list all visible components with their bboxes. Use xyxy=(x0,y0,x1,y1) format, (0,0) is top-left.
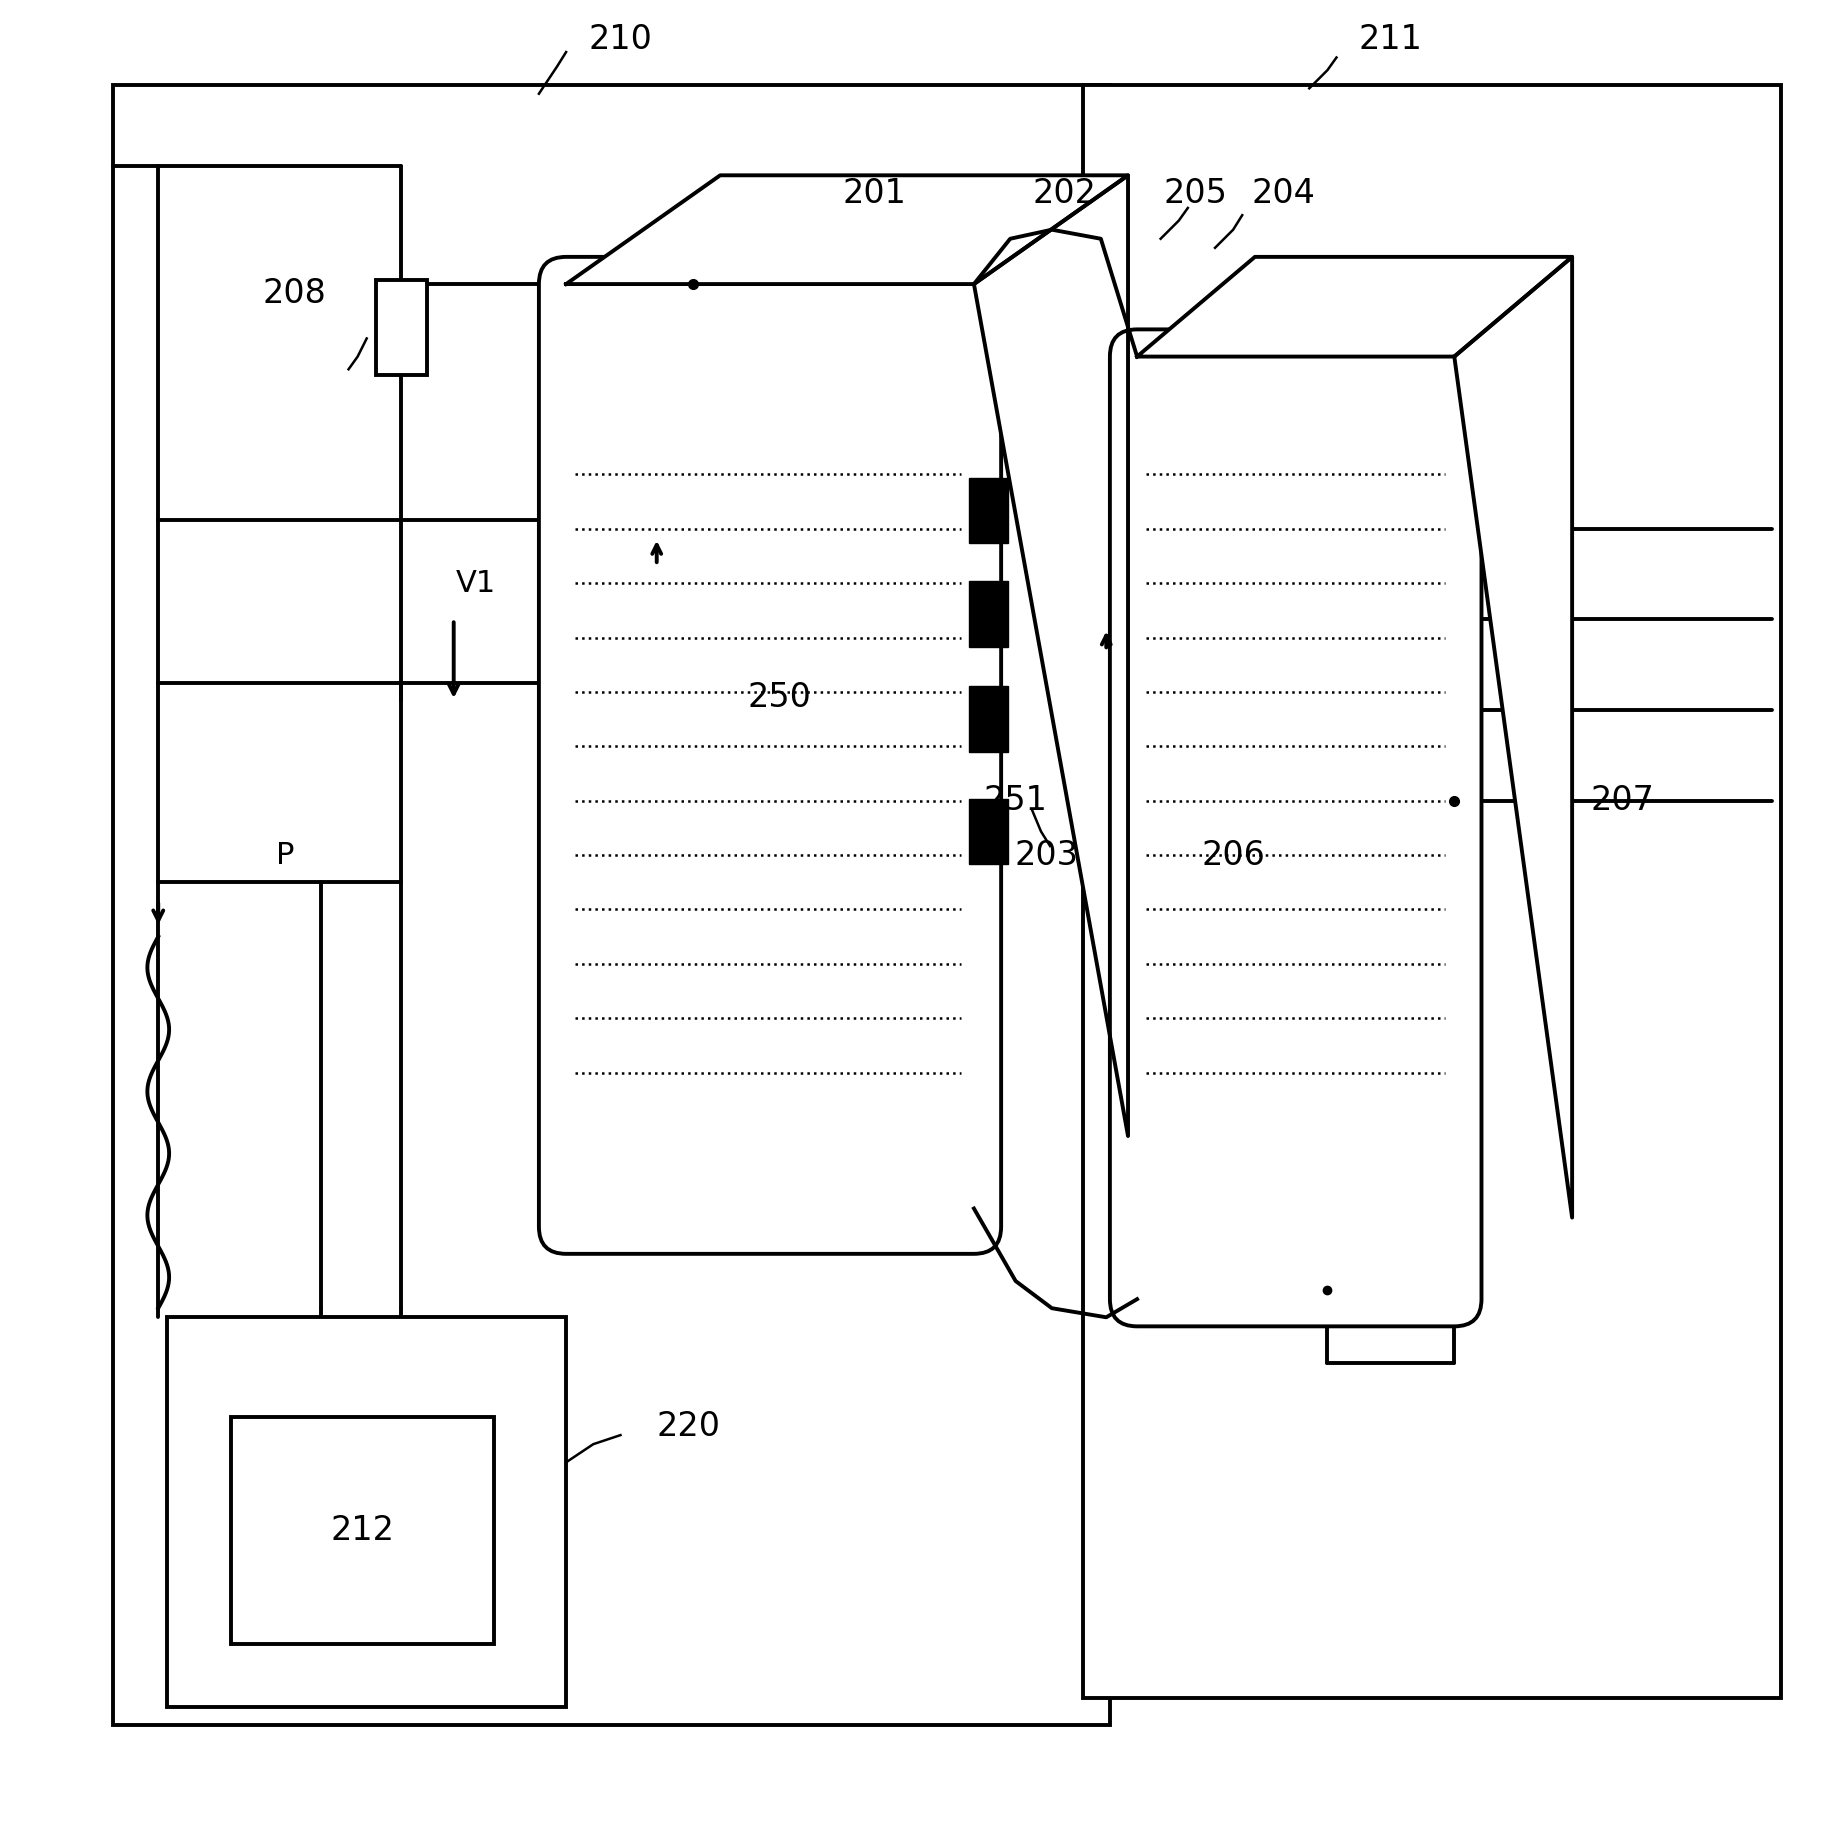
Text: 212: 212 xyxy=(330,1514,393,1547)
Text: 203: 203 xyxy=(1014,838,1078,871)
FancyBboxPatch shape xyxy=(539,257,1002,1255)
Polygon shape xyxy=(566,175,1127,285)
Text: 206: 206 xyxy=(1202,838,1266,871)
Text: 208: 208 xyxy=(262,277,326,310)
Text: 250: 250 xyxy=(747,682,810,715)
Bar xyxy=(969,799,1009,863)
Polygon shape xyxy=(974,175,1127,1135)
Text: 202: 202 xyxy=(1033,176,1096,209)
Bar xyxy=(969,478,1009,544)
Polygon shape xyxy=(1455,257,1572,1218)
Bar xyxy=(113,85,1109,1725)
Text: 251: 251 xyxy=(983,784,1047,817)
Text: P: P xyxy=(277,841,295,869)
Text: 204: 204 xyxy=(1253,176,1317,209)
FancyBboxPatch shape xyxy=(1109,329,1482,1326)
Text: 210: 210 xyxy=(588,22,652,55)
Bar xyxy=(969,580,1009,647)
Text: 205: 205 xyxy=(1164,176,1227,209)
Bar xyxy=(969,687,1009,751)
Text: V1: V1 xyxy=(455,569,495,597)
Text: 220: 220 xyxy=(657,1409,721,1442)
Bar xyxy=(231,1416,493,1644)
Text: 211: 211 xyxy=(1358,22,1422,55)
Text: 201: 201 xyxy=(843,176,907,209)
Polygon shape xyxy=(1136,257,1572,356)
Bar xyxy=(168,1317,566,1707)
Text: 207: 207 xyxy=(1590,784,1653,817)
Bar xyxy=(1083,85,1781,1697)
Bar xyxy=(375,281,426,375)
